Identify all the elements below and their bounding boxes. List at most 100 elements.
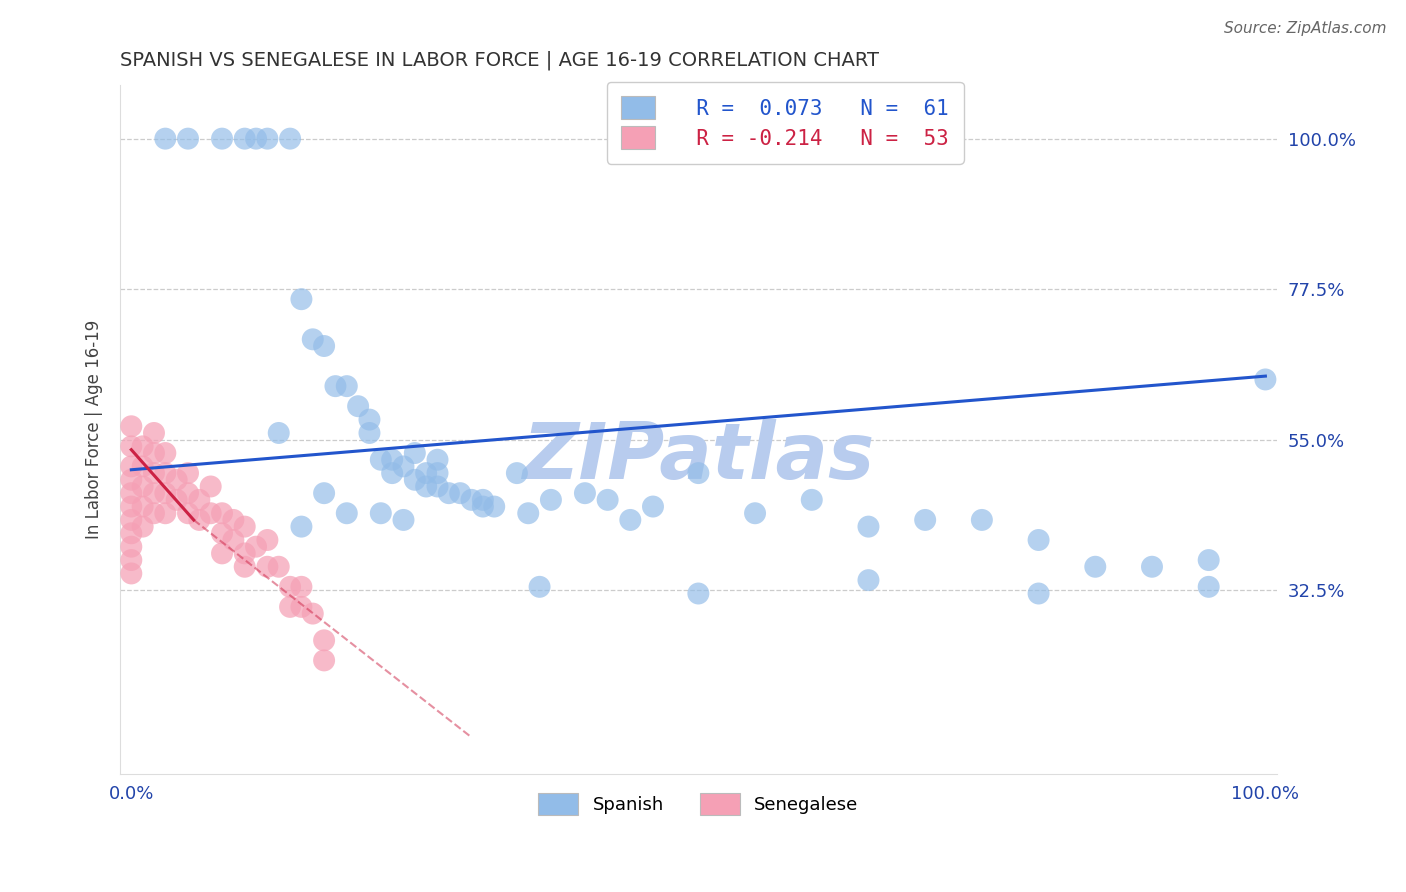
- Point: [200, 506, 222, 520]
- Point: [301, 332, 323, 346]
- Point: [290, 292, 312, 306]
- Point: [540, 492, 562, 507]
- Point: [1140, 559, 1163, 574]
- Point: [211, 131, 233, 145]
- Point: [415, 466, 437, 480]
- Point: [596, 492, 619, 507]
- Point: [155, 446, 177, 460]
- Point: [155, 466, 177, 480]
- Y-axis label: In Labor Force | Age 16-19: In Labor Force | Age 16-19: [86, 320, 103, 540]
- Point: [426, 479, 449, 493]
- Point: [529, 580, 551, 594]
- Point: [211, 506, 233, 520]
- Point: [359, 412, 381, 426]
- Point: [143, 466, 166, 480]
- Point: [267, 559, 290, 574]
- Point: [800, 492, 823, 507]
- Point: [858, 519, 880, 533]
- Point: [314, 486, 336, 500]
- Point: [359, 425, 381, 440]
- Point: [370, 452, 392, 467]
- Point: [120, 473, 142, 487]
- Point: [120, 526, 142, 541]
- Point: [858, 573, 880, 587]
- Text: Source: ZipAtlas.com: Source: ZipAtlas.com: [1223, 21, 1386, 37]
- Point: [166, 473, 188, 487]
- Point: [970, 513, 993, 527]
- Point: [267, 425, 290, 440]
- Point: [392, 459, 415, 474]
- Point: [256, 559, 278, 574]
- Point: [517, 506, 540, 520]
- Point: [143, 425, 166, 440]
- Point: [233, 519, 256, 533]
- Point: [131, 500, 153, 514]
- Point: [120, 486, 142, 500]
- Point: [914, 513, 936, 527]
- Point: [131, 479, 153, 493]
- Point: [1254, 372, 1277, 386]
- Point: [426, 452, 449, 467]
- Point: [256, 131, 278, 145]
- Point: [222, 533, 245, 547]
- Point: [177, 486, 200, 500]
- Point: [233, 559, 256, 574]
- Point: [314, 653, 336, 667]
- Point: [325, 379, 347, 393]
- Point: [256, 533, 278, 547]
- Point: [347, 399, 370, 413]
- Point: [574, 486, 596, 500]
- Point: [143, 486, 166, 500]
- Legend: Spanish, Senegalese: Spanish, Senegalese: [529, 783, 868, 823]
- Point: [484, 500, 506, 514]
- Point: [688, 586, 710, 600]
- Point: [188, 492, 211, 507]
- Point: [177, 466, 200, 480]
- Point: [155, 131, 177, 145]
- Point: [131, 439, 153, 453]
- Point: [290, 580, 312, 594]
- Point: [744, 506, 766, 520]
- Point: [120, 439, 142, 453]
- Point: [392, 513, 415, 527]
- Point: [177, 506, 200, 520]
- Point: [619, 513, 641, 527]
- Point: [688, 466, 710, 480]
- Point: [120, 553, 142, 567]
- Point: [415, 479, 437, 493]
- Point: [120, 540, 142, 554]
- Point: [641, 500, 664, 514]
- Point: [143, 506, 166, 520]
- Point: [120, 419, 142, 434]
- Point: [120, 513, 142, 527]
- Point: [120, 459, 142, 474]
- Point: [290, 599, 312, 614]
- Point: [120, 566, 142, 581]
- Point: [314, 339, 336, 353]
- Point: [131, 519, 153, 533]
- Point: [426, 466, 449, 480]
- Point: [1084, 559, 1107, 574]
- Point: [1198, 580, 1220, 594]
- Point: [336, 506, 359, 520]
- Point: [471, 492, 494, 507]
- Point: [188, 513, 211, 527]
- Point: [233, 131, 256, 145]
- Point: [471, 500, 494, 514]
- Text: SPANISH VS SENEGALESE IN LABOR FORCE | AGE 16-19 CORRELATION CHART: SPANISH VS SENEGALESE IN LABOR FORCE | A…: [120, 51, 879, 70]
- Text: ZIPatlas: ZIPatlas: [522, 419, 875, 495]
- Point: [381, 466, 404, 480]
- Point: [336, 379, 359, 393]
- Point: [460, 492, 482, 507]
- Point: [506, 466, 529, 480]
- Point: [404, 473, 426, 487]
- Point: [155, 486, 177, 500]
- Point: [233, 546, 256, 560]
- Point: [245, 131, 267, 145]
- Point: [278, 580, 301, 594]
- Point: [143, 446, 166, 460]
- Point: [1028, 586, 1050, 600]
- Point: [381, 452, 404, 467]
- Point: [120, 500, 142, 514]
- Point: [211, 546, 233, 560]
